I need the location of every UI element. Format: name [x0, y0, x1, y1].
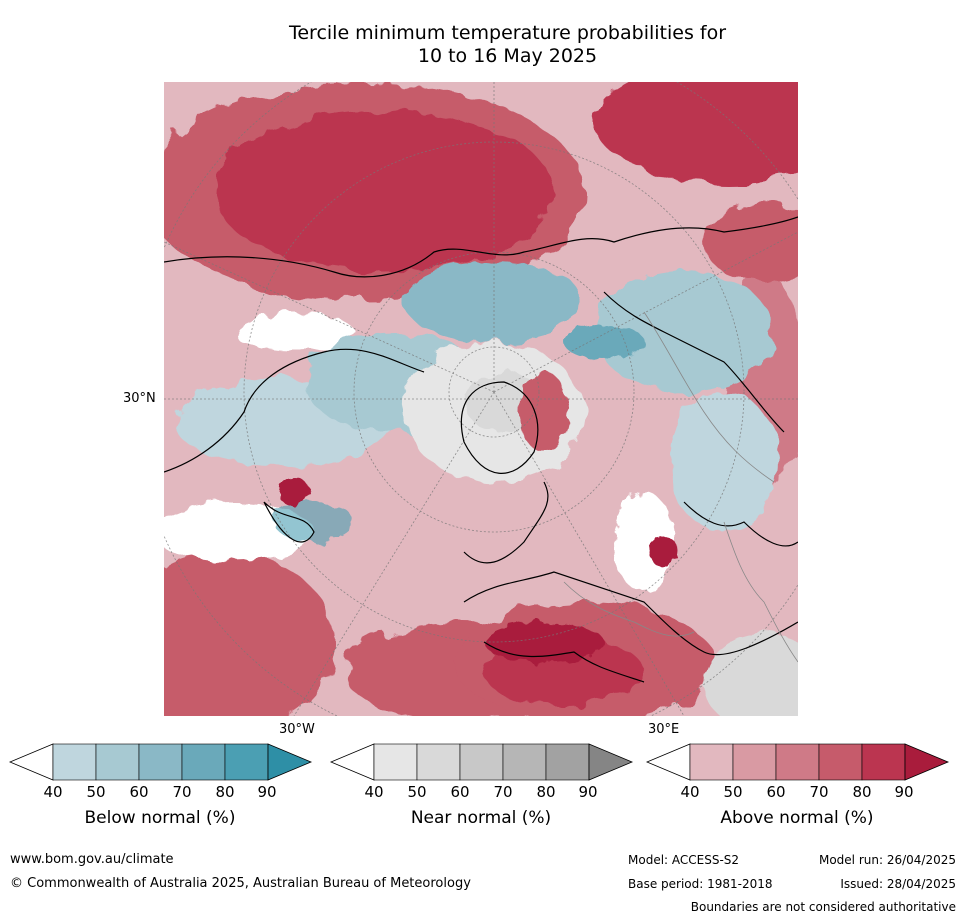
colorbar-segment [545, 743, 590, 781]
cb1-label: Near normal (%) [410, 808, 552, 828]
cb0-tick: 40 [43, 783, 63, 801]
cb1-tick: 50 [407, 783, 427, 801]
cb2-tick: 80 [852, 783, 872, 801]
footer-copyright: © Commonwealth of Australia 2025, Austra… [10, 876, 471, 891]
lat-label-30n: 30°N [123, 391, 156, 406]
colorbar-segment [502, 743, 547, 781]
cb1-tick: 70 [493, 783, 513, 801]
colorbar-extend-low [8, 743, 54, 781]
cb0-label: Below normal (%) [84, 808, 236, 828]
colorbar-segment [52, 743, 97, 781]
title-line-2: 10 to 16 May 2025 [417, 45, 598, 67]
cb1-tick: 40 [364, 783, 384, 801]
colorbar-segment [181, 743, 226, 781]
colorbar-segment [373, 743, 418, 781]
colorbar-segment [818, 743, 863, 781]
colorbar-above-normal [645, 743, 950, 781]
footer-disclaimer: Boundaries are not considered authoritat… [690, 900, 956, 914]
colorbar-segment [416, 743, 461, 781]
colorbar-segment [138, 743, 183, 781]
cb1-tick: 80 [536, 783, 556, 801]
footer-model-run: Model run: 26/04/2025 [818, 853, 956, 867]
colorbar-below-normal [8, 743, 313, 781]
colorbar-extend-low [329, 743, 375, 781]
cb0-tick: 90 [257, 783, 277, 801]
colorbar-near-swatches [329, 743, 634, 781]
footer-base-period: Base period: 1981-2018 [628, 877, 773, 891]
cb2-tick: 70 [809, 783, 829, 801]
colorbar-extend-low [645, 743, 691, 781]
chart-title: Tercile minimum temperature probabilitie… [0, 22, 965, 68]
title-line-1: Tercile minimum temperature probabilitie… [288, 22, 727, 44]
colorbar-segment [95, 743, 140, 781]
colorbar-segment [775, 743, 820, 781]
cb0-tick: 70 [172, 783, 192, 801]
colorbar-below-swatches [8, 743, 313, 781]
colorbar-segment [861, 743, 906, 781]
colorbar-extend-high [588, 743, 634, 781]
cb0-tick: 50 [86, 783, 106, 801]
colorbar-extend-high [267, 743, 313, 781]
cb2-tick: 60 [766, 783, 786, 801]
map-graphic [164, 82, 798, 716]
colorbar-above-swatches [645, 743, 950, 781]
colorbar-segment [732, 743, 777, 781]
colorbar-near-normal [329, 743, 634, 781]
colorbar-segment [224, 743, 269, 781]
cb2-tick: 40 [680, 783, 700, 801]
colorbar-extend-high [904, 743, 950, 781]
lon-label-30w: 30°W [279, 722, 315, 737]
cb2-label: Above normal (%) [720, 808, 874, 828]
colorbar-segment [459, 743, 504, 781]
lon-label-30e: 30°E [648, 722, 680, 737]
probability-map [164, 82, 798, 716]
cb2-tick: 90 [894, 783, 914, 801]
cb0-tick: 60 [129, 783, 149, 801]
colorbar-segment [689, 743, 734, 781]
cb2-tick: 50 [723, 783, 743, 801]
footer-website: www.bom.gov.au/climate [10, 852, 174, 867]
footer-issued: Issued: 28/04/2025 [840, 877, 956, 891]
cb1-tick: 60 [450, 783, 470, 801]
cb0-tick: 80 [215, 783, 235, 801]
cb1-tick: 90 [578, 783, 598, 801]
footer-model: Model: ACCESS-S2 [628, 853, 740, 867]
